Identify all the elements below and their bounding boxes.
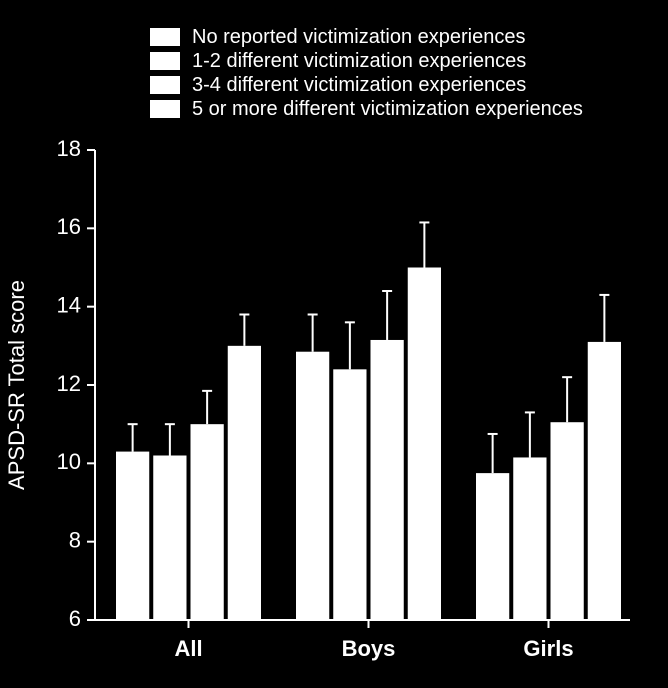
svg-text:8: 8 [69,527,81,552]
chart-container: 6 8 10 12 14 16 18 APSD-SR Total score All Boys Gi… [0,0,668,688]
svg-text:14: 14 [57,292,81,317]
svg-text:1-2 different victimization ex: 1-2 different victimization experiences [192,50,526,72]
svg-text:16: 16 [57,214,81,239]
svg-text:6: 6 [69,606,81,631]
svg-text:10: 10 [57,449,81,474]
svg-text:12: 12 [57,371,81,396]
svg-text:Boys: Boys [342,636,396,661]
svg-text:3-4 different victimization ex: 3-4 different victimization experiences [192,74,526,96]
bar-chart: 6 8 10 12 14 16 18 APSD-SR Total score All Boys Gi… [0,0,668,688]
svg-text:No reported victimization expe: No reported victimization experiences [192,26,526,48]
svg-text:APSD-SR Total score: APSD-SR Total score [4,280,29,490]
svg-text:5 or more different victimizat: 5 or more different victimization experi… [192,98,583,120]
svg-text:All: All [174,636,202,661]
svg-text:18: 18 [57,136,81,161]
svg-text:Girls: Girls [523,636,573,661]
